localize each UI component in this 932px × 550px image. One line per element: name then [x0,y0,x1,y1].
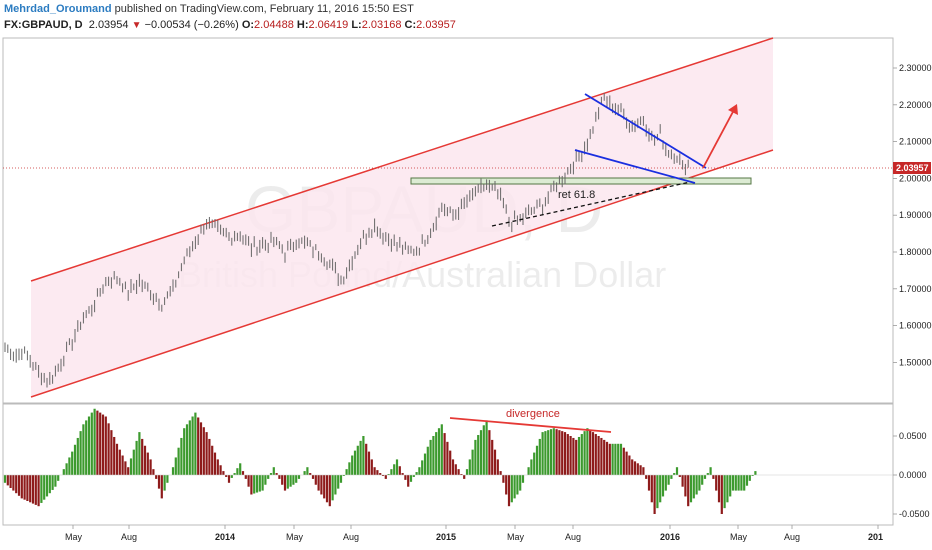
price-axis-label: 1.60000 [899,321,932,331]
projection-arrowhead [728,104,738,115]
price-tag [893,162,931,174]
oscillator-axis-label: 0.0500 [899,431,927,441]
time-axis-label: Aug [121,532,137,542]
retracement-label: ret 61.8 [558,189,595,201]
price-axis: 2.30000 2.20000 2.10000 2.00000 1.90000 1.800… [893,63,932,367]
price-axis-label: 2.30000 [899,63,932,73]
published-text: published on TradingView.com, February 1… [111,3,414,15]
time-axis-label: May [286,532,304,542]
oscillator-histogram [3,408,757,514]
time-axis-label: May [730,532,748,542]
close-value: 2.03957 [416,19,456,31]
time-axis-label: Aug [343,532,359,542]
chart-header: Mehrdad_Oroumand published on TradingVie… [0,0,932,38]
price-axis-label: 1.90000 [899,210,932,220]
price-axis-label: 1.70000 [899,284,932,294]
down-arrow-icon: ▼ [131,20,142,31]
retracement-line[interactable] [491,181,691,227]
price-axis-label: 2.10000 [899,137,932,147]
price-series [4,92,689,388]
wedge-lower-line[interactable] [574,149,696,184]
main-pane-frame [2,37,894,404]
price-tag-label: 2.03957 [896,163,929,173]
close-label: C: [404,19,417,31]
oscillator-axis: 0.0500 0.0000 -0.0500 [893,431,930,519]
price-change: −0.00534 (−0.26%) [144,19,239,31]
indicator-pane-frame [2,403,894,526]
time-axis-label: 2014 [215,532,235,542]
support-zone[interactable] [410,177,752,185]
oscillator-axis-label: 0.0000 [899,470,927,480]
wedge-upper-line[interactable] [584,93,707,169]
time-axis-label: May [507,532,525,542]
quote-line: FX:GBPAUD, D 2.03954 ▼ −0.00534 (−0.26%)… [4,19,456,31]
low-label: L: [351,19,362,31]
open-label: O: [241,19,255,31]
time-axis: May Aug 2014 May Aug 2015 May Aug 2016 May Aug 201 [65,525,883,542]
time-axis-label: 2015 [436,532,456,542]
high-value: 2.06419 [308,19,349,31]
symbol-label[interactable]: FX:GBPAUD, D [4,19,83,31]
low-value: 2.03168 [361,19,402,31]
author-link[interactable]: Mehrdad_Oroumand [4,3,112,15]
publish-info: Mehrdad_Oroumand published on TradingVie… [4,3,414,15]
time-axis-label: 201 [868,532,883,542]
time-axis-label: Aug [784,532,800,542]
high-label: H: [296,19,309,31]
time-axis-label: May [65,532,83,542]
oscillator-axis-label: -0.0500 [899,509,930,519]
price-axis-label: 1.80000 [899,247,932,257]
time-axis-label: 2016 [660,532,680,542]
channel-upper-line[interactable] [30,37,774,282]
projection-arrow-line[interactable] [702,107,736,169]
divergence-line[interactable] [449,417,612,433]
open-value: 2.04488 [254,19,294,31]
price-axis-label: 2.20000 [899,100,932,110]
price-axis-label: 2.00000 [899,173,932,183]
divergence-label: divergence [506,408,560,420]
channel-fill [31,38,773,397]
time-axis-label: Aug [565,532,581,542]
last-price: 2.03954 [88,19,129,31]
price-axis-label: 1.50000 [899,357,932,367]
